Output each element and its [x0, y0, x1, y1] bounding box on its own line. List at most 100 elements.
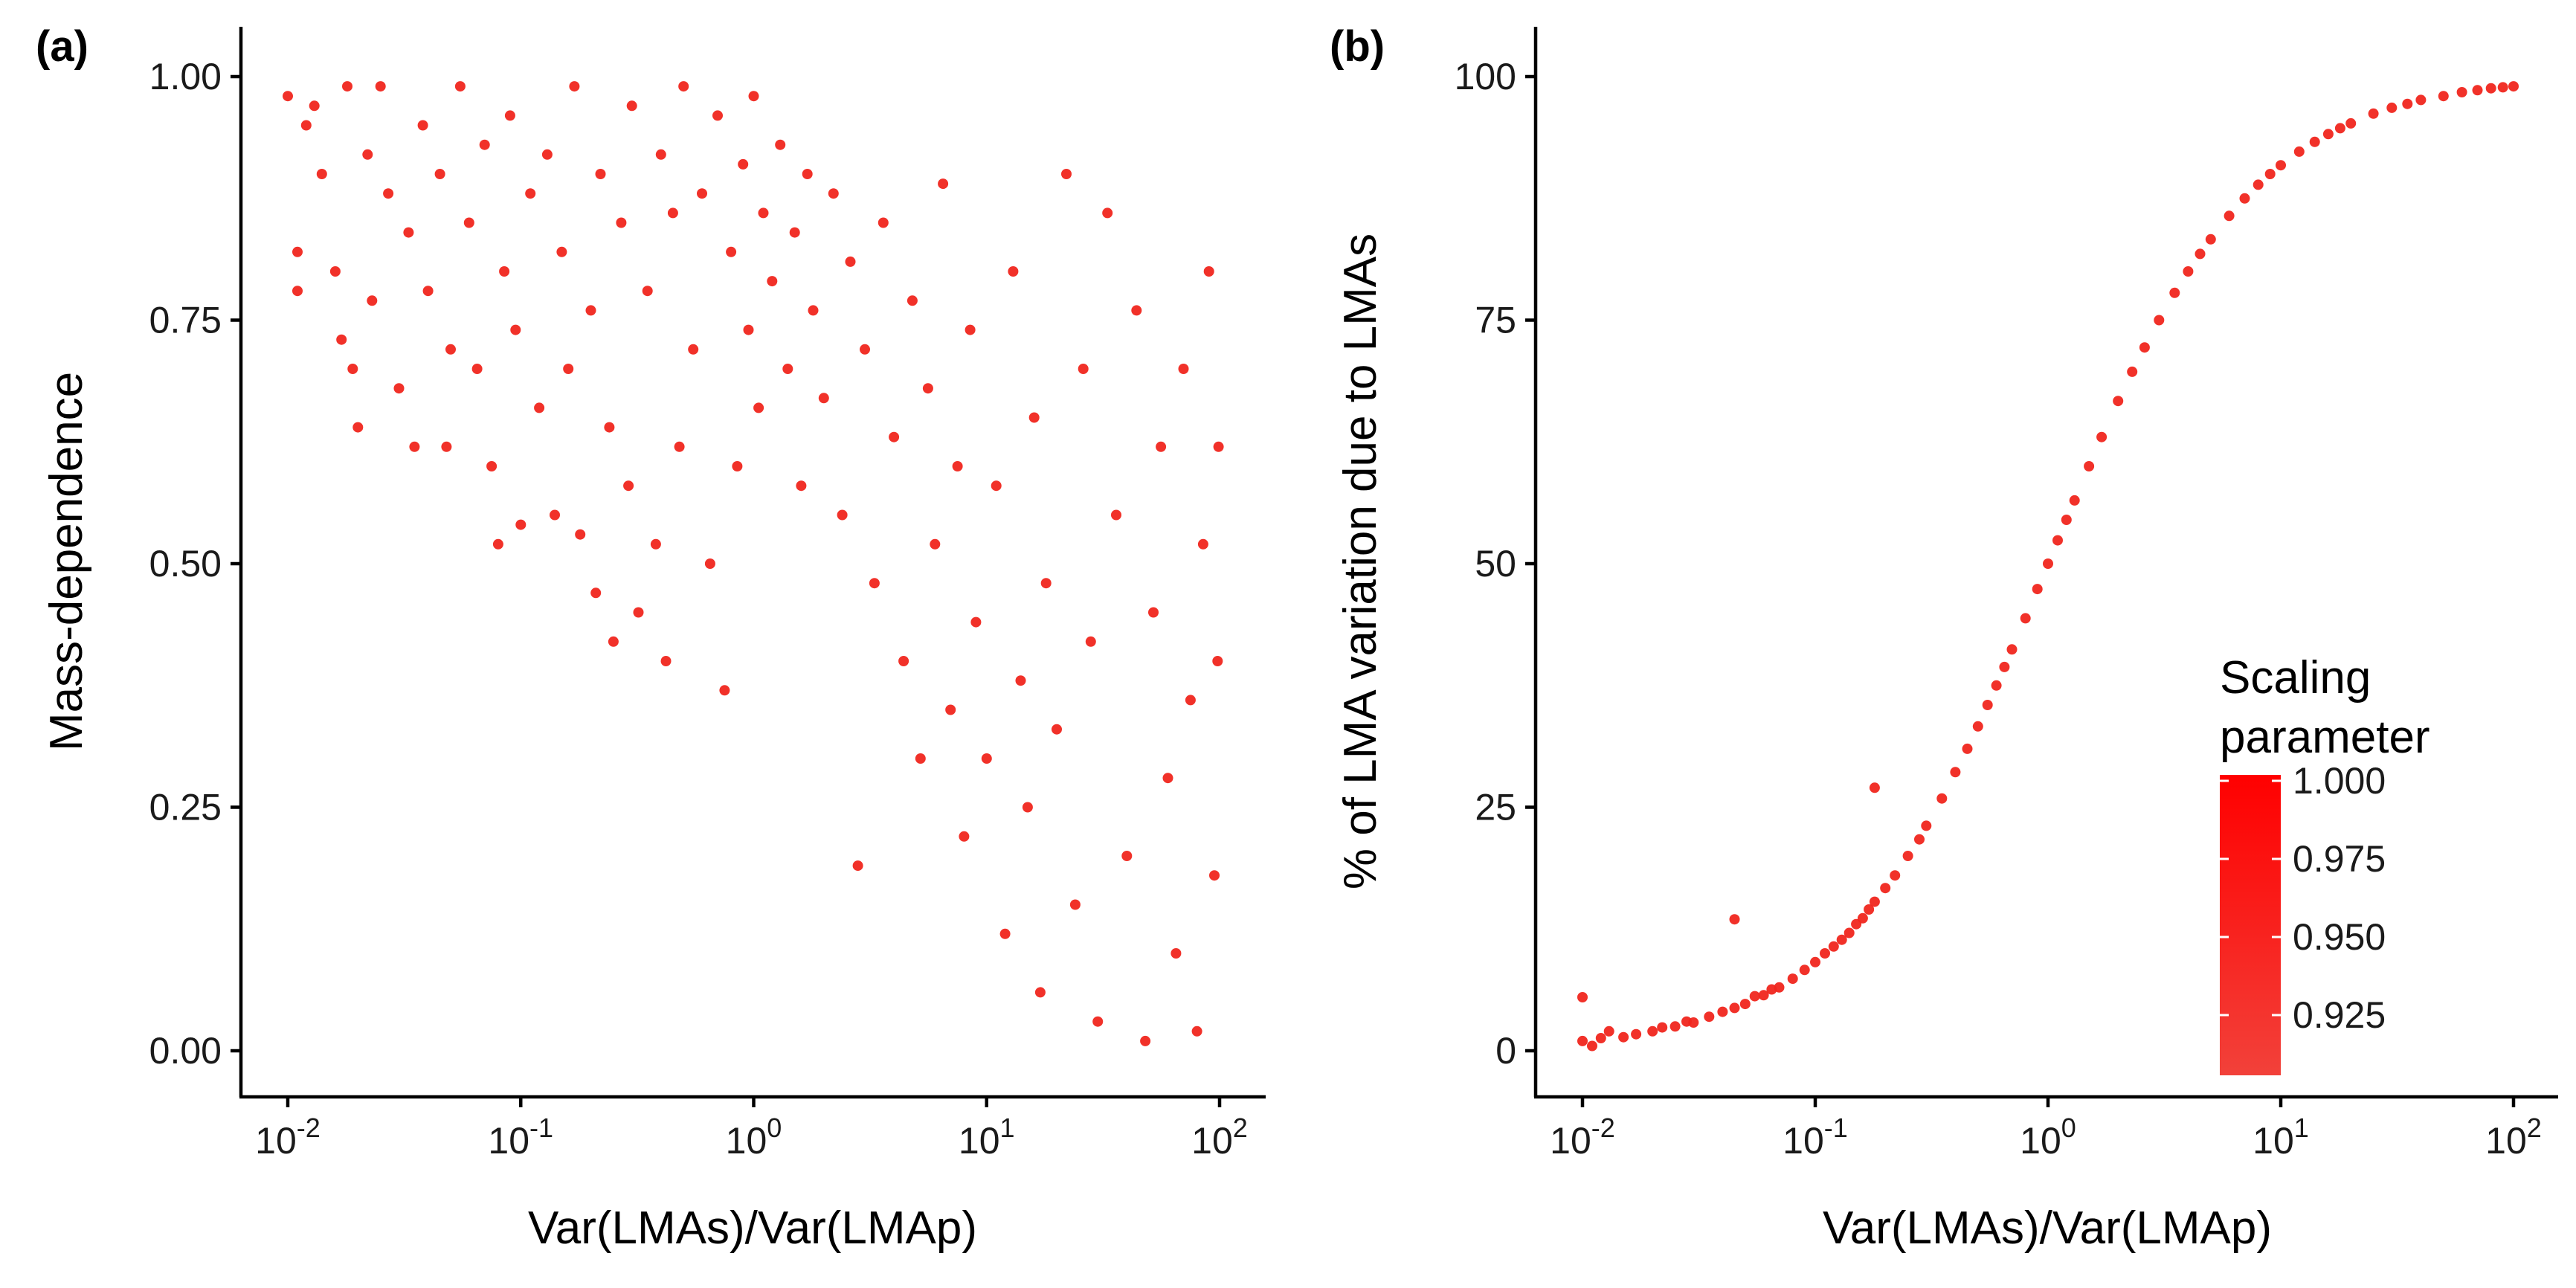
x-tick-label: 10-1: [1783, 1112, 1848, 1162]
data-point: [1787, 973, 1798, 985]
data-point: [1069, 899, 1081, 910]
data-point: [2472, 85, 2483, 96]
data-point: [2169, 287, 2180, 298]
data-point: [1034, 987, 1046, 998]
x-tick-label: 10-1: [488, 1112, 553, 1162]
data-point: [1902, 851, 1913, 861]
data-point: [1111, 509, 1121, 521]
data-point: [1197, 538, 1208, 550]
data-point: [1212, 656, 1223, 666]
data-point: [2334, 123, 2345, 134]
data-point: [869, 578, 880, 589]
data-point: [352, 422, 364, 433]
data-point: [1836, 934, 1847, 945]
data-point: [1028, 412, 1040, 423]
data-point: [2069, 495, 2080, 506]
data-point: [292, 286, 303, 297]
data-point: [1869, 782, 1880, 793]
legend-label: 0.975: [2293, 838, 2386, 880]
data-point: [1669, 1021, 1681, 1032]
data-point: [1962, 743, 1973, 754]
data-point: [922, 383, 933, 394]
data-point: [1739, 999, 1751, 1010]
panel-b: (b) 0 25 50 75 100 10-2 10-1 100 101 102 Var(LMA…: [1330, 22, 2558, 1254]
data-point: [403, 227, 414, 238]
y-tick-label: 75: [1475, 300, 1516, 341]
y-tick-label: 1.00: [149, 56, 222, 97]
data-point: [2032, 584, 2043, 595]
data-point: [1577, 992, 1588, 1002]
data-point: [556, 246, 567, 257]
data-point: [2139, 342, 2150, 353]
data-point: [837, 509, 848, 521]
data-point: [2113, 396, 2124, 407]
data-point: [2205, 234, 2216, 245]
data-point: [704, 558, 715, 569]
data-point: [981, 753, 992, 764]
y-tick-label: 50: [1475, 543, 1516, 585]
data-point: [2253, 179, 2264, 190]
data-point: [393, 383, 405, 394]
data-point: [878, 217, 889, 228]
panel-b-y-ticks: 0 25 50 75 100: [1455, 56, 1536, 1072]
data-point: [2415, 94, 2427, 106]
data-point: [463, 217, 474, 228]
data-point: [959, 831, 970, 842]
data-point: [1015, 675, 1026, 686]
data-point: [1008, 266, 1019, 277]
data-point: [743, 324, 754, 335]
data-point: [1078, 364, 1089, 374]
data-point: [719, 685, 730, 696]
data-point: [808, 305, 819, 316]
legend-label: 1.000: [2293, 760, 2386, 802]
data-point: [441, 441, 452, 452]
y-tick-label: 0.50: [149, 543, 222, 585]
data-point: [347, 364, 358, 374]
data-point: [2006, 644, 2018, 655]
data-point: [2052, 535, 2063, 546]
data-point: [1688, 1017, 1699, 1028]
panel-a-points: [283, 81, 1224, 1046]
data-point: [1203, 266, 1214, 277]
data-point: [1864, 904, 1875, 915]
data-point: [1982, 700, 1993, 710]
legend-label: 0.950: [2293, 916, 2386, 958]
data-point: [642, 286, 653, 297]
data-point: [1729, 1002, 1740, 1014]
legend-title-line1: Scaling: [2220, 652, 2371, 703]
data-point: [1774, 982, 1785, 993]
data-point: [409, 441, 420, 452]
data-point: [1844, 927, 1855, 938]
data-point: [499, 266, 510, 277]
data-point: [828, 188, 839, 199]
data-point: [860, 344, 870, 355]
data-point: [2127, 366, 2138, 377]
data-point: [316, 169, 327, 179]
data-point: [1828, 941, 1839, 952]
data-point: [541, 149, 553, 160]
data-point: [417, 120, 428, 131]
data-point: [999, 928, 1011, 939]
data-point: [1052, 724, 1062, 735]
data-point: [952, 461, 963, 471]
data-point: [1577, 1035, 1588, 1046]
data-point: [782, 364, 793, 374]
panel-b-x-ticks: 10-2 10-1 100 101 102: [1550, 1097, 2542, 1162]
data-point: [789, 227, 800, 238]
data-point: [1191, 1025, 1202, 1037]
data-point: [1121, 851, 1133, 861]
data-point: [525, 188, 536, 199]
panel-b-x-title: Var(LMAs)/Var(LMAp): [1823, 1202, 2272, 1254]
data-point: [504, 110, 515, 121]
data-point: [1618, 1031, 1629, 1043]
x-tick-label: 101: [959, 1112, 1015, 1162]
data-point: [1869, 896, 1880, 907]
data-point: [1647, 1025, 1658, 1037]
data-point: [767, 276, 778, 287]
data-point: [674, 441, 685, 452]
data-point: [1758, 990, 1769, 1001]
data-point: [633, 607, 644, 618]
data-point: [309, 100, 320, 112]
y-tick-label: 25: [1475, 787, 1516, 828]
panel-b-tag: (b): [1330, 22, 1385, 71]
